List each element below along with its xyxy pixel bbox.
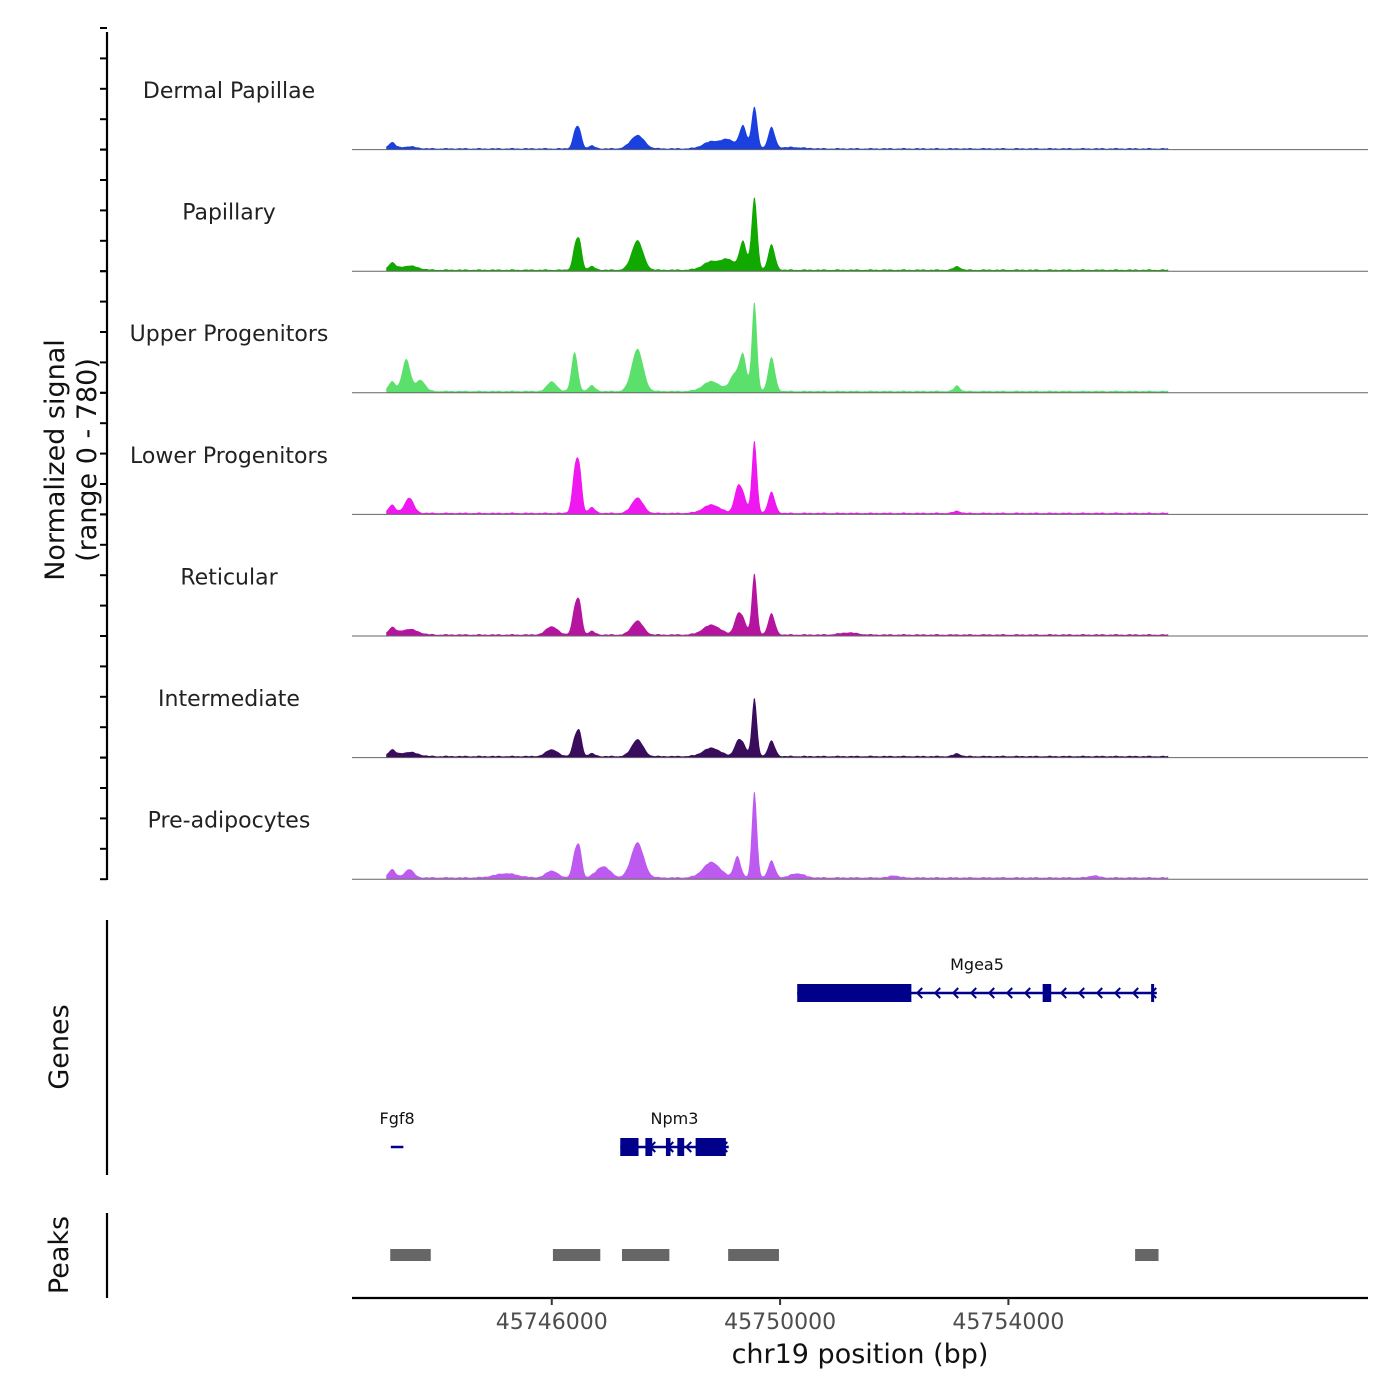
gene-exon: [695, 1138, 726, 1156]
track-label: Upper Progenitors: [130, 322, 329, 347]
y-axis-title-line-1: Normalized signal: [40, 339, 71, 581]
gene-strand-arrow: [1005, 987, 1013, 999]
gene-strand-arrow: [1113, 987, 1121, 999]
y-axis-title: Normalized signal (range 0 - 780): [40, 339, 103, 581]
peak-region: [728, 1249, 779, 1261]
genes-panel-title: Genes: [44, 1004, 75, 1089]
x-axis-title: chr19 position (bp): [732, 1339, 989, 1370]
gene-exon: [665, 1138, 671, 1156]
x-tick-label: 45754000: [952, 1310, 1064, 1335]
x-tick-label: 45746000: [496, 1310, 608, 1335]
track-label: Reticular: [180, 565, 278, 590]
gene-exon: [645, 1138, 653, 1156]
track-label: Intermediate: [158, 687, 300, 712]
track-signal-area: [386, 791, 1169, 880]
peak-track: [390, 1249, 1159, 1261]
x-axis-ticks: 45746000 45750000 45754000: [496, 1298, 1064, 1335]
x-tick-label: 45750000: [724, 1310, 836, 1335]
track-signal-area: [386, 573, 1169, 636]
gene-strand-arrow: [1131, 987, 1139, 999]
track-signal-area: [386, 106, 1169, 150]
gene-label: Npm3: [651, 1109, 699, 1128]
gene-strand-arrow: [1023, 987, 1031, 999]
gene-strand-arrow: [951, 987, 959, 999]
gene-label: Mgea5: [950, 955, 1004, 974]
track-label: Pre-adipocytes: [148, 809, 311, 834]
track-label: Papillary: [182, 201, 276, 226]
gene-exon: [1151, 984, 1155, 1002]
gene-strand-arrow: [684, 1141, 692, 1153]
peak-region: [390, 1249, 431, 1261]
gene-exon: [1042, 984, 1052, 1002]
gene-exon: [797, 984, 912, 1002]
gene-label: Fgf8: [380, 1109, 415, 1128]
gene-annotation-track: Mgea5 Fgf8 Npm3: [380, 955, 1157, 1156]
gene-strand-arrow: [1077, 987, 1085, 999]
gene-strand-arrow: [1095, 987, 1103, 999]
gene-strand-arrow: [933, 987, 941, 999]
track-label: Lower Progenitors: [130, 444, 328, 469]
peaks-panel-title: Peaks: [44, 1216, 75, 1294]
peak-region: [1135, 1249, 1159, 1261]
gene-strand-arrow: [987, 987, 995, 999]
track-signal-area: [386, 197, 1169, 272]
gene-strand-arrow: [1059, 987, 1067, 999]
y-axis-title-line-2: (range 0 - 780): [72, 358, 103, 562]
track-signal-area: [386, 441, 1169, 515]
track-signal-area: [386, 698, 1169, 758]
peak-region: [552, 1249, 601, 1261]
gene-exon: [620, 1138, 639, 1156]
gene-exon: [677, 1138, 685, 1156]
coverage-tracks: Dermal Papillae Papillary Upper Progenitor…: [130, 79, 1368, 880]
track-signal-area: [386, 302, 1169, 393]
track-label: Dermal Papillae: [143, 79, 315, 104]
peak-region: [621, 1249, 670, 1261]
gene-strand-arrow: [915, 987, 923, 999]
signal-track-axis: [100, 27, 109, 881]
gene-strand-arrow: [969, 987, 977, 999]
